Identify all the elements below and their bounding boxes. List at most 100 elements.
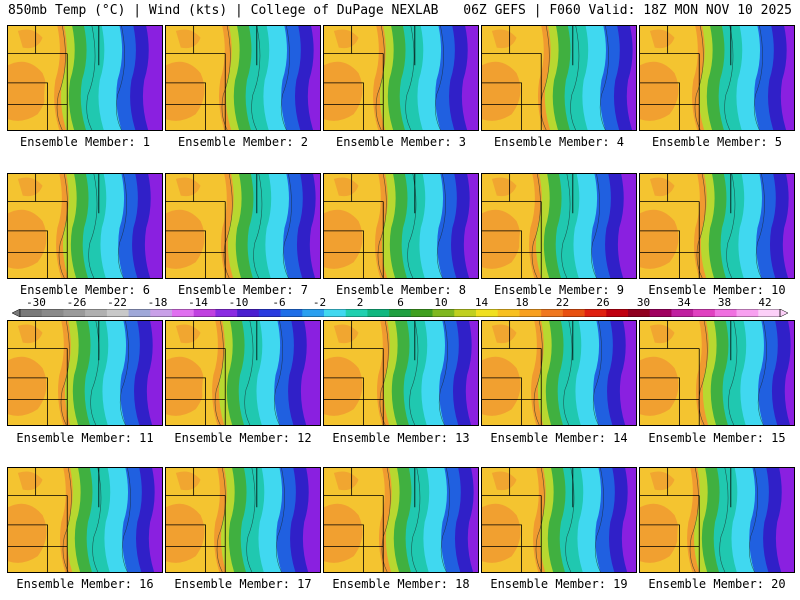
colorbar-tick-label: -14 xyxy=(188,296,208,309)
colorbar-segment xyxy=(584,309,607,317)
colorbar-tick-label: -30 xyxy=(26,296,46,309)
ensemble-member-label: Ensemble Member: 3 xyxy=(335,135,467,149)
temperature-field-map xyxy=(482,174,636,278)
colorbar-segment xyxy=(41,309,64,317)
temperature-field-map xyxy=(640,468,794,572)
colorbar-tick-label: 22 xyxy=(555,296,570,309)
colorbar-tick-label: -18 xyxy=(147,296,168,309)
colorbar-tick-label: 30 xyxy=(636,296,651,309)
colorbar-tick-label: -6 xyxy=(272,296,286,309)
colorbar-tick-label: 14 xyxy=(474,296,489,309)
ensemble-map-panel xyxy=(323,173,479,279)
colorbar-tick-label: 6 xyxy=(397,296,404,309)
colorbar-segment xyxy=(671,309,694,317)
temperature-field-map xyxy=(640,321,794,425)
temperature-field-map xyxy=(166,321,320,425)
colorbar-segment xyxy=(215,309,238,317)
ensemble-map-panel xyxy=(481,320,637,426)
temperature-field-map xyxy=(166,468,320,572)
valid-time: 06Z GEFS | F060 Valid: 18Z MON NOV 10 20… xyxy=(463,3,792,18)
temperature-field-map xyxy=(166,26,320,130)
temperature-field-map xyxy=(8,26,162,130)
temperature-field-map xyxy=(166,174,320,278)
temperature-colorbar xyxy=(12,309,788,317)
colorbar-segment xyxy=(476,309,499,317)
colorbar-tick-label: 18 xyxy=(515,296,529,309)
ensemble-member-label: Ensemble Member: 15 xyxy=(648,431,786,445)
colorbar-segment xyxy=(172,309,195,317)
temperature-field-map xyxy=(640,174,794,278)
ensemble-member-label: Ensemble Member: 4 xyxy=(493,135,625,149)
colorbar-segment xyxy=(237,309,260,317)
colorbar-segment xyxy=(410,309,433,317)
colorbar-segment xyxy=(519,309,542,317)
colorbar-segment xyxy=(324,309,347,317)
ensemble-member-label: Ensemble Member: 2 xyxy=(177,135,309,149)
ensemble-member-label: Ensemble Member: 13 xyxy=(332,431,470,445)
temperature-field-map xyxy=(8,321,162,425)
ensemble-member-label: Ensemble Member: 14 xyxy=(490,431,628,445)
colorbar-segment xyxy=(128,309,151,317)
ensemble-member-label: Ensemble Member: 19 xyxy=(490,577,628,591)
colorbar-arrow-low xyxy=(12,309,21,317)
colorbar-segment xyxy=(106,309,129,317)
temperature-field-map xyxy=(482,468,636,572)
colorbar-segment xyxy=(649,309,672,317)
colorbar-arrow-high xyxy=(779,309,788,317)
ensemble-member-label: Ensemble Member: 16 xyxy=(16,577,154,591)
ensemble-map-panel xyxy=(165,467,321,573)
temperature-field-map xyxy=(640,26,794,130)
ensemble-map-panel xyxy=(7,467,163,573)
colorbar-tick-labels: -30 -26 -22 -18 -14 -10 -6 -2 2 6 10 14 18 22 26 30 34 38… xyxy=(0,297,800,309)
temperature-field-map xyxy=(324,321,478,425)
ensemble-member-label: Ensemble Member: 9 xyxy=(493,283,625,297)
colorbar-segment xyxy=(541,309,564,317)
colorbar-segment xyxy=(85,309,108,317)
ensemble-map-panel xyxy=(323,320,479,426)
colorbar-segment xyxy=(758,309,781,317)
colorbar-tick-label: -10 xyxy=(228,296,249,309)
colorbar-tick-label: 34 xyxy=(677,296,691,309)
colorbar-segment xyxy=(693,309,716,317)
colorbar-segment xyxy=(150,309,173,317)
colorbar-tick-label: 10 xyxy=(434,296,448,309)
ensemble-member-label: Ensemble Member: 8 xyxy=(335,283,467,297)
colorbar-segment xyxy=(345,309,368,317)
colorbar-tick-label: -22 xyxy=(107,296,127,309)
temperature-field-map xyxy=(8,174,162,278)
colorbar-segment xyxy=(454,309,477,317)
colorbar-segment xyxy=(20,309,43,317)
colorbar-segment xyxy=(389,309,412,317)
ensemble-member-label: Ensemble Member: 7 xyxy=(177,283,309,297)
ensemble-map-panel xyxy=(165,320,321,426)
colorbar-segment xyxy=(193,309,216,317)
temperature-field-map xyxy=(8,468,162,572)
colorbar-tick-label: -26 xyxy=(66,296,87,309)
ensemble-map-panel xyxy=(481,467,637,573)
ensemble-map-panel xyxy=(639,173,795,279)
colorbar-segment xyxy=(497,309,520,317)
ensemble-member-label: Ensemble Member: 11 xyxy=(16,431,154,445)
ensemble-map-panel xyxy=(7,320,163,426)
colorbar-segment xyxy=(280,309,303,317)
ensemble-map-panel xyxy=(323,467,479,573)
ensemble-map-panel xyxy=(7,25,163,131)
colorbar-segment xyxy=(63,309,86,317)
colorbar-tick-label: 2 xyxy=(356,296,364,309)
ensemble-map-panel xyxy=(639,320,795,426)
temperature-field-map xyxy=(482,26,636,130)
colorbar-tick-label: 26 xyxy=(596,296,610,309)
temperature-field-map xyxy=(482,321,636,425)
colorbar-segment xyxy=(432,309,455,317)
ensemble-member-label: Ensemble Member: 18 xyxy=(332,577,470,591)
colorbar-segment xyxy=(628,309,651,317)
colorbar-segment xyxy=(714,309,737,317)
ensemble-member-label: Ensemble Member: 12 xyxy=(174,431,312,445)
ensemble-map-panel xyxy=(323,25,479,131)
ensemble-member-label: Ensemble Member: 5 xyxy=(651,135,783,149)
ensemble-map-panel xyxy=(639,25,795,131)
ensemble-map-panel xyxy=(481,173,637,279)
temperature-field-map xyxy=(324,174,478,278)
colorbar-segment xyxy=(736,309,759,317)
ensemble-map-panel xyxy=(165,173,321,279)
